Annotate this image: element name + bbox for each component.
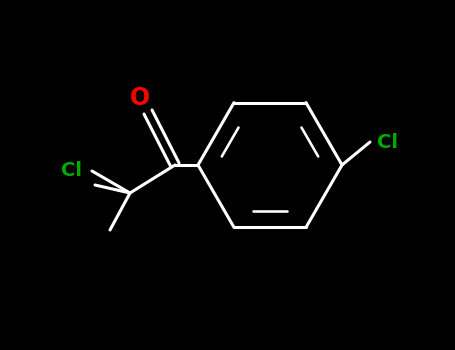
Text: Cl: Cl [378, 133, 399, 152]
Text: Cl: Cl [61, 161, 82, 181]
Text: O: O [130, 86, 150, 110]
